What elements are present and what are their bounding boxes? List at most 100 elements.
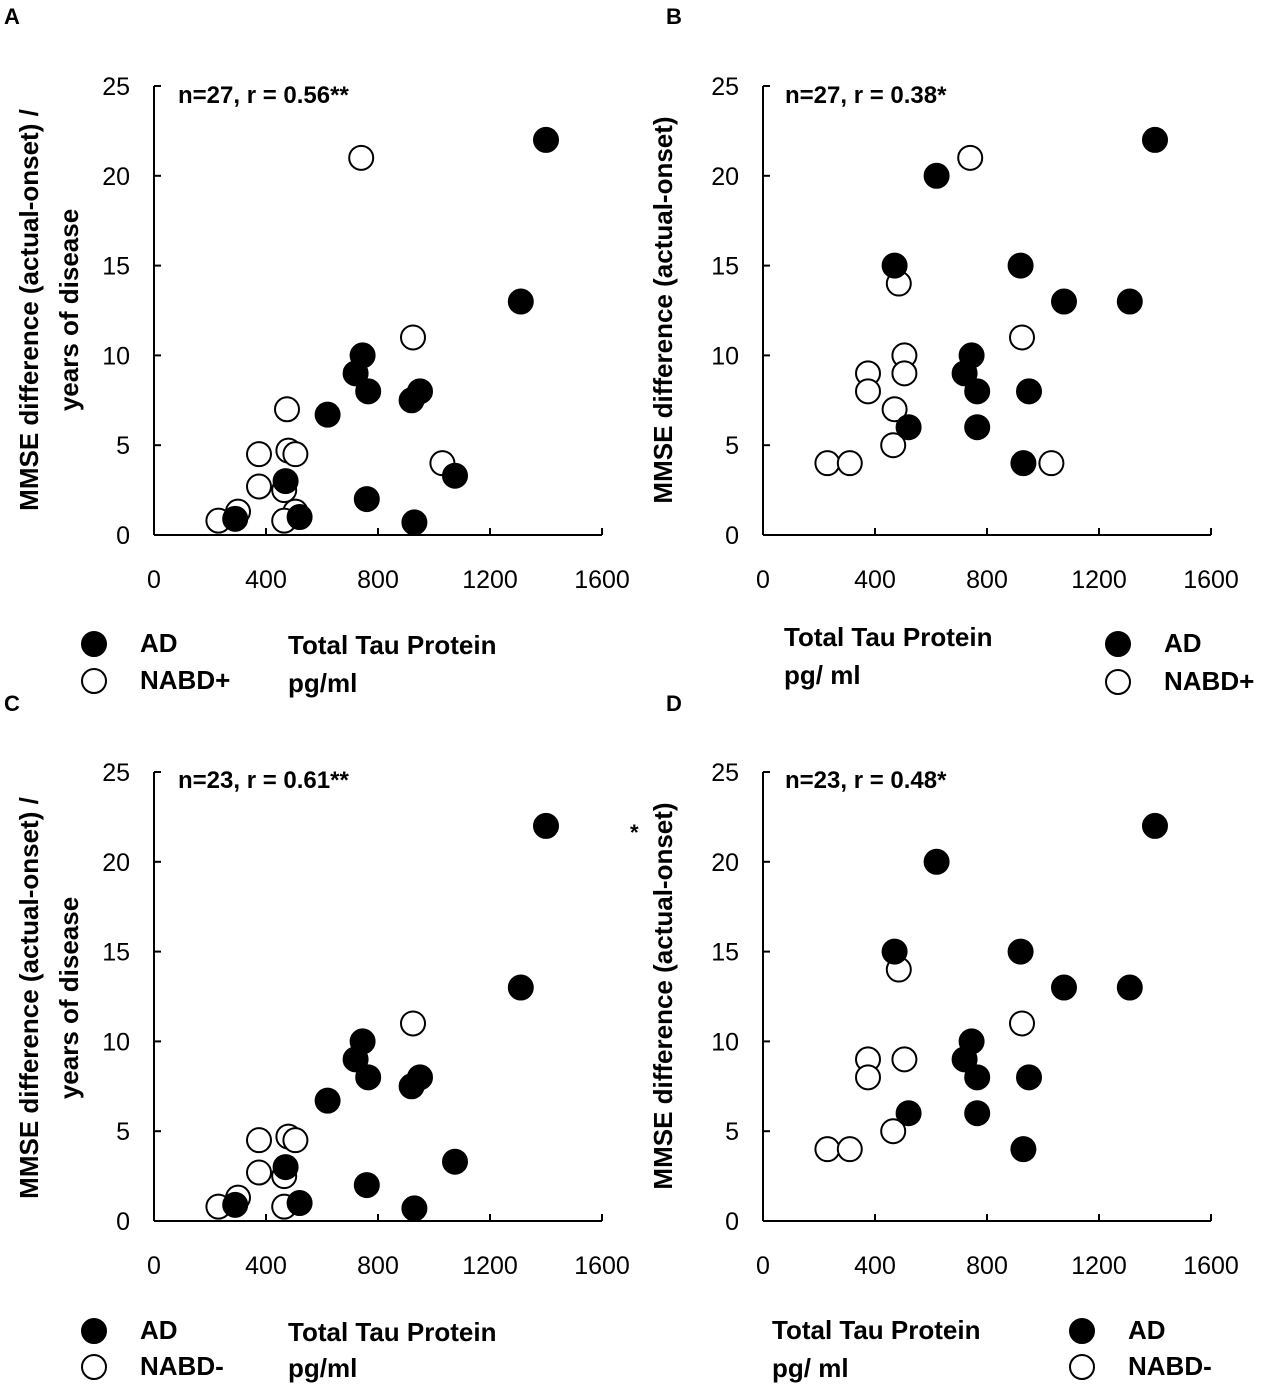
data-point-nabd- [836, 1136, 863, 1163]
x-tick-label: 800 [357, 566, 399, 594]
y-tick-label: 25 [102, 73, 130, 101]
legend-label: NABD+ [140, 665, 230, 695]
data-point-nabd- [891, 360, 918, 387]
correlation-annotation: n=27, r = 0.56** [178, 82, 349, 109]
x-axis-label: pg/ml [288, 668, 357, 698]
y-tick-label: 5 [116, 1118, 130, 1146]
data-point-ad [964, 1100, 991, 1127]
data-point-ad [272, 468, 299, 495]
data-point-ad [964, 378, 991, 405]
panel-label: B [666, 4, 682, 29]
data-point-ad [1142, 126, 1168, 153]
y-tick-label: 10 [102, 1028, 130, 1056]
data-point-nabd- [880, 432, 907, 459]
legend-label: AD [140, 628, 178, 658]
x-axis-label: Total Tau Protein [784, 622, 992, 652]
data-point-ad [353, 1172, 380, 1199]
x-tick-label: 1200 [462, 566, 518, 594]
data-point-ad [1010, 1136, 1037, 1163]
data-point-nabd- [891, 1046, 918, 1073]
y-axis-label: years of disease [54, 897, 84, 1099]
y-axis-label: MMSE difference (actual-onset) / [14, 797, 44, 1199]
y-tick-label: 25 [102, 759, 130, 787]
x-tick-label: 400 [854, 566, 896, 594]
data-point-ad [881, 938, 908, 965]
chart-panel-c: C 0 5 10 15 20 25 0 400 800 1200 1600 n=23, r = 0.61… [4, 691, 630, 1383]
data-point-ad [951, 1046, 978, 1073]
y-axis-label: MMSE difference (actual-onset) [648, 802, 678, 1189]
data-point-nabd- [400, 324, 426, 351]
y-tick-label: 20 [711, 163, 739, 191]
chart-panel-a: A 0 5 10 15 20 25 0 400 800 1200 1600 n=27, r = 0.56… [4, 4, 630, 698]
legend-marker [81, 1354, 107, 1380]
x-tick-label: 0 [147, 1252, 161, 1280]
legend-marker [81, 668, 107, 694]
data-point-ad [222, 505, 249, 532]
correlation-annotation: n=27, r = 0.38* [785, 82, 947, 109]
data-point-ad [442, 1148, 468, 1175]
x-axis-label: pg/ ml [784, 660, 861, 690]
x-tick-label: 1600 [574, 1252, 630, 1280]
data-point-ad [1116, 974, 1143, 1001]
data-point-ad [923, 848, 950, 875]
data-point-ad [401, 1195, 428, 1222]
legend-label: NABD- [1128, 1351, 1212, 1381]
data-point-ad [286, 504, 313, 531]
x-tick-label: 400 [245, 566, 287, 594]
legend-marker [81, 631, 107, 657]
data-point-ad [353, 486, 380, 513]
y-axis-label: MMSE difference (actual-onset) [648, 116, 678, 503]
data-point-nabd- [814, 1136, 841, 1163]
y-tick-label: 15 [102, 253, 130, 281]
data-point-nabd- [814, 450, 841, 477]
x-tick-label: 1200 [1071, 566, 1127, 594]
legend-label: AD [1128, 1315, 1166, 1345]
data-point-ad [398, 387, 425, 414]
x-tick-label: 1200 [462, 1252, 518, 1280]
data-point-ad [401, 509, 428, 536]
chart-panel-d: D 0 5 10 15 20 25 0 400 800 1200 1600 n=23, r = 0.48… [648, 691, 1239, 1383]
y-tick-label: 10 [102, 342, 130, 370]
data-point-nabd- [400, 1010, 426, 1037]
x-axis-label: pg/ ml [772, 1353, 849, 1383]
y-tick-label: 20 [102, 849, 130, 877]
data-point-ad [895, 414, 922, 441]
correlation-annotation: n=23, r = 0.48* [785, 767, 947, 794]
y-tick-label: 15 [102, 939, 130, 967]
legend-marker [81, 1318, 107, 1344]
data-point-nabd- [246, 473, 272, 500]
data-point-ad [442, 462, 468, 489]
y-tick-label: 5 [725, 432, 739, 460]
data-point-ad [1007, 938, 1034, 965]
x-tick-label: 1600 [1183, 566, 1239, 594]
data-point-ad [342, 360, 369, 387]
y-tick-label: 15 [711, 253, 739, 281]
legend-marker [1105, 669, 1131, 695]
data-point-nabd- [855, 1064, 881, 1091]
data-point-ad [964, 1064, 991, 1091]
x-tick-label: 1600 [574, 566, 630, 594]
x-tick-label: 800 [966, 566, 1008, 594]
data-point-nabd- [282, 441, 309, 468]
legend-marker [1105, 631, 1131, 657]
x-tick-label: 0 [756, 1252, 770, 1280]
x-axis-label: pg/ml [288, 1353, 357, 1383]
data-point-nabd- [881, 396, 908, 423]
data-point-nabd- [246, 1159, 272, 1186]
data-point-nabd- [836, 450, 863, 477]
x-tick-label: 800 [357, 1252, 399, 1280]
data-point-ad [1007, 252, 1034, 279]
y-tick-label: 10 [711, 1028, 739, 1056]
panel-b-stray-asterisk: * [630, 820, 639, 845]
data-point-ad [1010, 450, 1037, 477]
x-tick-label: 1600 [1183, 1252, 1239, 1280]
data-point-nabd- [282, 1127, 309, 1154]
data-point-ad [1051, 288, 1077, 315]
data-point-ad [1142, 812, 1168, 839]
y-tick-label: 10 [711, 342, 739, 370]
data-point-nabd- [274, 396, 300, 423]
y-tick-label: 5 [725, 1118, 739, 1146]
data-point-ad [355, 1064, 382, 1091]
data-point-ad [286, 1190, 313, 1217]
